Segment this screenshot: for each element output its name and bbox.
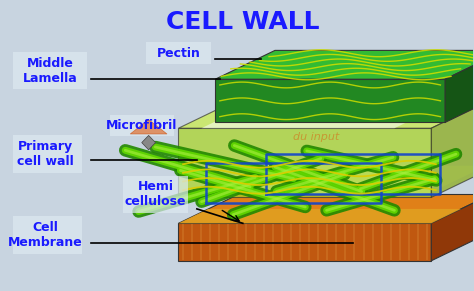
Polygon shape xyxy=(142,135,155,150)
Polygon shape xyxy=(215,50,474,79)
Polygon shape xyxy=(445,50,474,123)
Polygon shape xyxy=(201,111,430,128)
Polygon shape xyxy=(179,100,474,128)
Text: du input: du input xyxy=(293,132,339,142)
Text: CELL WALL: CELL WALL xyxy=(166,10,319,34)
Text: Microfibril: Microfibril xyxy=(106,119,177,132)
Polygon shape xyxy=(431,100,474,197)
Polygon shape xyxy=(197,166,474,194)
Polygon shape xyxy=(215,79,445,123)
Polygon shape xyxy=(179,194,474,223)
FancyBboxPatch shape xyxy=(109,115,174,136)
Polygon shape xyxy=(130,120,167,134)
FancyBboxPatch shape xyxy=(146,42,210,64)
FancyBboxPatch shape xyxy=(13,52,87,89)
FancyBboxPatch shape xyxy=(9,216,82,253)
Text: Cell
Membrane: Cell Membrane xyxy=(8,221,82,249)
FancyBboxPatch shape xyxy=(9,135,82,173)
Polygon shape xyxy=(179,209,461,223)
Text: Hemi
cellulose: Hemi cellulose xyxy=(125,180,186,208)
Text: Pectin: Pectin xyxy=(156,47,201,60)
Polygon shape xyxy=(179,128,431,197)
Polygon shape xyxy=(179,223,431,261)
Text: Primary
cell wall: Primary cell wall xyxy=(17,140,73,168)
Polygon shape xyxy=(431,194,474,261)
FancyBboxPatch shape xyxy=(123,176,188,213)
Text: Middle
Lamella: Middle Lamella xyxy=(22,56,77,85)
